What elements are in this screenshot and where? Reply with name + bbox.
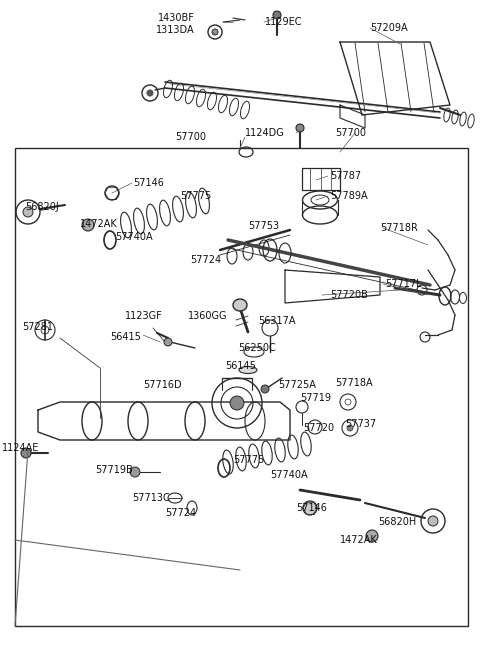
Ellipse shape [233, 299, 247, 311]
Circle shape [130, 467, 140, 477]
Text: 56415: 56415 [110, 332, 141, 342]
Circle shape [21, 448, 31, 458]
Text: 57740A: 57740A [115, 232, 153, 242]
Text: 57737: 57737 [345, 419, 376, 429]
Text: 57700: 57700 [175, 132, 206, 142]
Text: 56820J: 56820J [25, 202, 59, 212]
Text: 57753: 57753 [248, 221, 279, 231]
Text: 1360GG: 1360GG [188, 311, 228, 321]
Text: 57713C: 57713C [132, 493, 170, 503]
Text: 57700: 57700 [335, 128, 366, 138]
Text: 1313DA: 1313DA [156, 25, 195, 35]
Circle shape [366, 530, 378, 542]
Text: 57719: 57719 [300, 393, 331, 403]
Text: 57281: 57281 [22, 322, 53, 332]
Text: 57724: 57724 [165, 508, 196, 518]
Text: 57724: 57724 [190, 255, 221, 265]
Circle shape [303, 501, 317, 515]
Ellipse shape [239, 367, 257, 373]
Text: 1124AE: 1124AE [2, 443, 39, 453]
Text: 57720B: 57720B [330, 290, 368, 300]
Circle shape [82, 219, 94, 231]
Text: 56145: 56145 [225, 361, 256, 371]
Circle shape [230, 396, 244, 410]
Text: 57146: 57146 [296, 503, 327, 513]
Text: 1430BF: 1430BF [158, 13, 195, 23]
Text: 57719B: 57719B [95, 465, 133, 475]
Text: 57775: 57775 [233, 455, 264, 465]
Text: 57718A: 57718A [335, 378, 372, 388]
Circle shape [212, 29, 218, 35]
Circle shape [347, 425, 353, 431]
Text: 1472AK: 1472AK [340, 535, 378, 545]
Text: 57725A: 57725A [278, 380, 316, 390]
Text: 57775: 57775 [180, 191, 211, 201]
Text: 57718R: 57718R [380, 223, 418, 233]
Text: 57209A: 57209A [370, 23, 408, 33]
Text: 56317A: 56317A [258, 316, 296, 326]
Circle shape [296, 124, 304, 132]
Text: 1129EC: 1129EC [265, 17, 302, 27]
Text: 1124DG: 1124DG [245, 128, 285, 138]
Circle shape [273, 11, 281, 19]
Circle shape [261, 385, 269, 393]
Text: 56250C: 56250C [238, 343, 276, 353]
Text: 57717L: 57717L [385, 279, 421, 289]
Circle shape [164, 338, 172, 346]
Text: 57789A: 57789A [330, 191, 368, 201]
Text: 1123GF: 1123GF [125, 311, 163, 321]
Text: 57720: 57720 [303, 423, 334, 433]
Circle shape [428, 516, 438, 526]
Text: 56820H: 56820H [378, 517, 416, 527]
Circle shape [147, 90, 153, 96]
Bar [15, 148, 468, 626]
Text: 57740A: 57740A [270, 470, 308, 480]
Text: 57716D: 57716D [143, 380, 181, 390]
Circle shape [23, 207, 33, 217]
Text: 1472AK: 1472AK [80, 219, 118, 229]
Text: 57146: 57146 [133, 178, 164, 188]
Text: 57787: 57787 [330, 171, 361, 181]
